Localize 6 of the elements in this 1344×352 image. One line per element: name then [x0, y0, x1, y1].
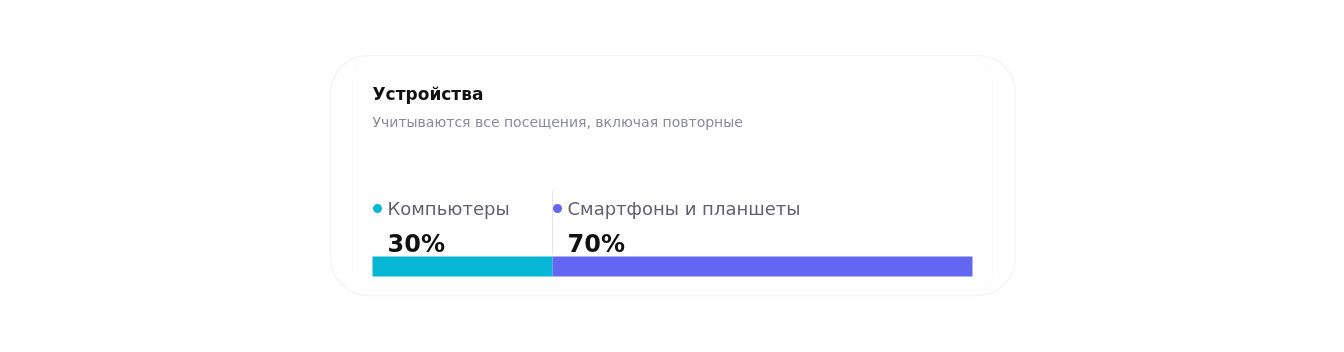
chart-title: Устройства [372, 83, 484, 104]
legend-label: Компьютеры [387, 198, 510, 219]
data-label: 30% [387, 229, 445, 258]
legend-label: Смартфоны и планшеты [567, 198, 801, 219]
data-label: 70% [567, 229, 625, 258]
chart-subtitle: Учитываются все посещения, включая повторные [372, 113, 743, 130]
